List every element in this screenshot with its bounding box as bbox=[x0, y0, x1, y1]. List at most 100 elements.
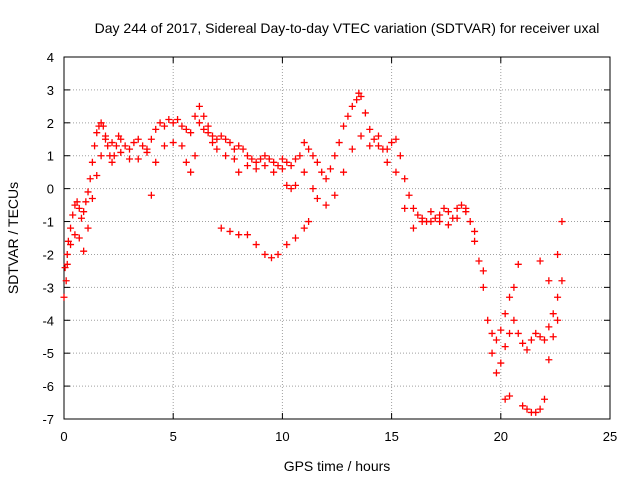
data-point bbox=[63, 250, 71, 258]
data-point bbox=[73, 198, 81, 206]
x-tick-label: 15 bbox=[384, 429, 398, 444]
data-point bbox=[479, 267, 487, 275]
data-point bbox=[523, 346, 531, 354]
data-point bbox=[322, 175, 330, 183]
data-point bbox=[484, 316, 492, 324]
y-axis-label: SDTVAR / TECUs bbox=[5, 182, 21, 294]
data-point bbox=[514, 260, 522, 268]
y-tick-label: -4 bbox=[42, 313, 54, 328]
data-point bbox=[117, 148, 125, 156]
data-point bbox=[235, 231, 243, 239]
data-point bbox=[506, 329, 514, 337]
data-point bbox=[392, 135, 400, 143]
data-point bbox=[139, 142, 147, 150]
data-point bbox=[252, 241, 260, 249]
y-tick-label: 3 bbox=[47, 83, 54, 98]
data-point bbox=[274, 162, 282, 170]
data-point bbox=[309, 152, 317, 160]
data-point bbox=[436, 211, 444, 219]
data-point bbox=[204, 129, 212, 137]
data-point bbox=[204, 122, 212, 130]
data-point bbox=[532, 329, 540, 337]
data-point bbox=[414, 211, 422, 219]
data-point bbox=[160, 122, 168, 130]
y-tick-label: -2 bbox=[42, 247, 54, 262]
data-point bbox=[126, 145, 134, 153]
data-point bbox=[536, 257, 544, 265]
y-tick-label: -5 bbox=[42, 346, 54, 361]
data-point bbox=[532, 408, 540, 416]
data-point bbox=[217, 224, 225, 232]
data-point bbox=[267, 254, 275, 262]
data-point bbox=[326, 165, 334, 173]
data-point bbox=[453, 214, 461, 222]
data-point bbox=[270, 158, 278, 166]
data-point bbox=[300, 224, 308, 232]
data-point bbox=[401, 175, 409, 183]
data-point bbox=[110, 152, 118, 160]
data-point bbox=[405, 191, 413, 199]
data-point bbox=[383, 158, 391, 166]
data-point bbox=[296, 152, 304, 160]
data-point bbox=[126, 155, 134, 163]
data-point bbox=[545, 323, 553, 331]
data-point bbox=[80, 247, 88, 255]
data-point bbox=[409, 224, 417, 232]
data-point bbox=[444, 221, 452, 229]
data-point bbox=[540, 336, 548, 344]
data-point bbox=[392, 168, 400, 176]
data-point bbox=[152, 125, 160, 133]
data-point bbox=[501, 395, 509, 403]
data-point bbox=[388, 139, 396, 147]
data-point bbox=[506, 293, 514, 301]
data-point bbox=[160, 142, 168, 150]
data-point bbox=[436, 218, 444, 226]
data-point bbox=[536, 333, 544, 341]
data-point bbox=[313, 158, 321, 166]
data-point bbox=[383, 145, 391, 153]
data-point bbox=[558, 218, 566, 226]
data-point bbox=[283, 181, 291, 189]
data-point bbox=[431, 214, 439, 222]
y-tick-label: 0 bbox=[47, 182, 54, 197]
data-point bbox=[554, 316, 562, 324]
data-point bbox=[527, 336, 535, 344]
x-tick-label: 20 bbox=[494, 429, 508, 444]
data-point bbox=[340, 122, 348, 130]
data-point bbox=[252, 158, 260, 166]
data-point bbox=[93, 171, 101, 179]
data-point bbox=[497, 326, 505, 334]
x-tick-label: 0 bbox=[60, 429, 67, 444]
y-tick-label: 2 bbox=[47, 116, 54, 131]
data-point bbox=[84, 224, 92, 232]
y-tick-label: -3 bbox=[42, 280, 54, 295]
y-tick-label: 4 bbox=[47, 50, 54, 65]
data-point bbox=[104, 142, 112, 150]
data-point bbox=[156, 119, 164, 127]
data-point bbox=[86, 175, 94, 183]
data-point bbox=[427, 218, 435, 226]
data-point bbox=[213, 135, 221, 143]
data-point bbox=[558, 277, 566, 285]
data-point bbox=[178, 122, 186, 130]
x-tick-label: 10 bbox=[275, 429, 289, 444]
data-point bbox=[475, 257, 483, 265]
data-point bbox=[283, 158, 291, 166]
data-point bbox=[366, 142, 374, 150]
data-point bbox=[108, 158, 116, 166]
data-point bbox=[418, 218, 426, 226]
data-point bbox=[309, 185, 317, 193]
data-point bbox=[169, 119, 177, 127]
data-point bbox=[75, 234, 83, 242]
data-point bbox=[93, 129, 101, 137]
data-point bbox=[182, 125, 190, 133]
data-point bbox=[82, 198, 90, 206]
data-point bbox=[471, 227, 479, 235]
data-point bbox=[217, 132, 225, 140]
data-point bbox=[353, 96, 361, 104]
data-point bbox=[305, 218, 313, 226]
data-point bbox=[278, 155, 286, 163]
data-point bbox=[549, 333, 557, 341]
data-point bbox=[91, 142, 99, 150]
